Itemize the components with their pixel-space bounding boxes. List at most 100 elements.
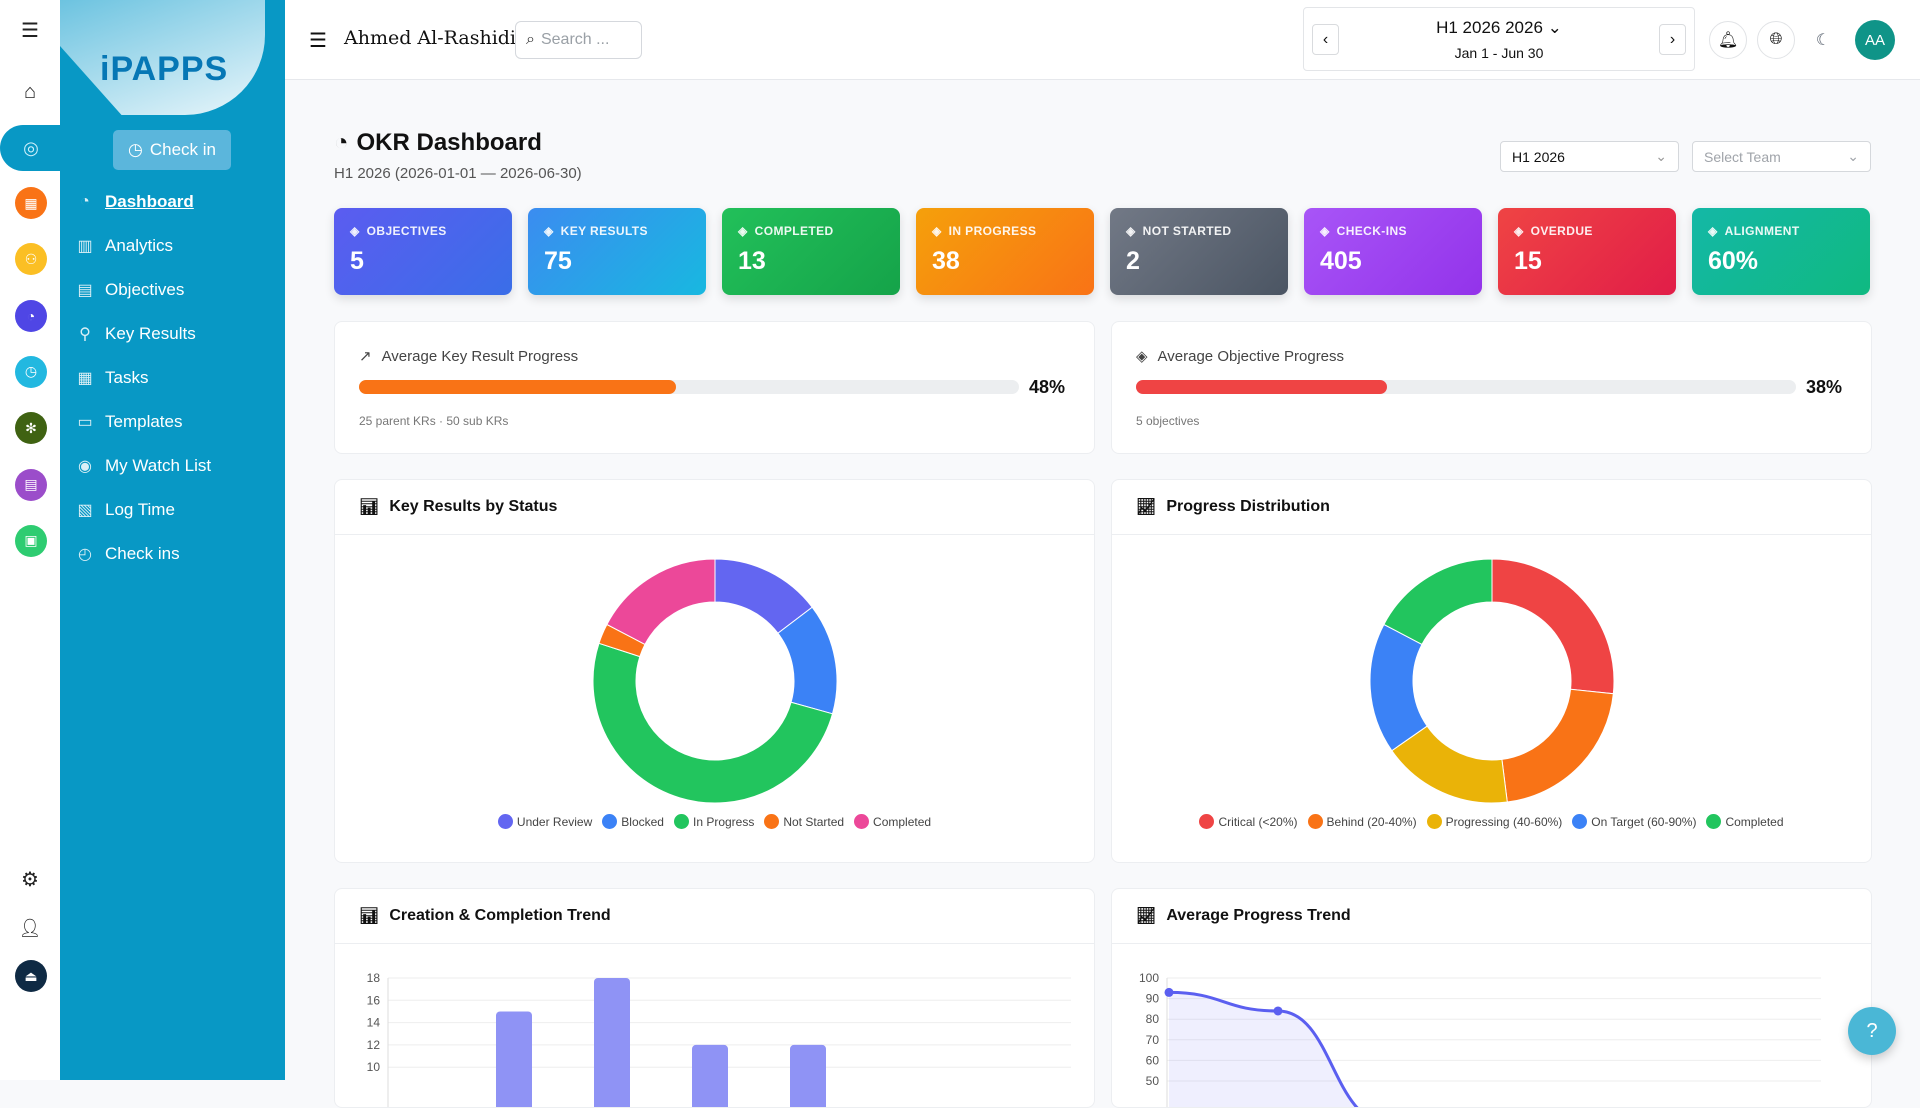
home-icon[interactable]: ⌂ [23, 80, 37, 103]
gear-icon[interactable]: ⚙ [21, 868, 39, 891]
legend-item[interactable]: In Progress [673, 814, 755, 829]
sidebar-item-tasks[interactable]: ▦ Tasks [75, 363, 148, 393]
target-icon: ◈ [1136, 348, 1148, 365]
stat-value: 15 [1514, 247, 1542, 275]
logout-icon[interactable]: ⏏ [15, 960, 47, 992]
bar[interactable] [594, 978, 630, 1108]
sidebar-item-my-watch-list[interactable]: ◉ My Watch List [75, 451, 211, 481]
progress-bar [1136, 380, 1796, 394]
next-period-button[interactable]: › [1659, 24, 1686, 55]
sidebar-item-dashboard[interactable]: ◔ Dashboard [75, 187, 194, 217]
legend-item[interactable]: Progressing (40-60%) [1426, 814, 1563, 829]
stat-icon: ◈ [1514, 224, 1524, 238]
y-tick-label: 14 [367, 1016, 381, 1030]
stat-card-alignment[interactable]: ◈ ALIGNMENT 60% [1692, 208, 1870, 295]
legend-swatch [764, 814, 780, 829]
document-icon[interactable]: ▤ [15, 468, 47, 501]
sidebar-item-templates[interactable]: ▭ Templates [75, 407, 182, 437]
stat-card-not-started[interactable]: ◈ NOT STARTED 2 [1110, 208, 1288, 295]
help-button[interactable]: ? [1848, 1007, 1896, 1055]
legend-label: In Progress [692, 814, 755, 829]
stat-icon: ◈ [1126, 224, 1136, 238]
team-select[interactable]: Select Team ⌄ [1692, 141, 1871, 172]
period-select[interactable]: H1 2026 ⌄ [1500, 141, 1679, 172]
page-subtitle: H1 2026 (2026-01-01 — 2026-06-30) [334, 165, 582, 182]
donut-slice[interactable] [606, 558, 716, 646]
legend-item[interactable]: Behind (20-40%) [1307, 814, 1417, 829]
chevron-down-icon: ⌄ [1847, 148, 1859, 164]
donut-slice[interactable] [1369, 623, 1428, 752]
period-title: H1 2026 2026 [1436, 18, 1543, 37]
clock-icon[interactable]: ◷ [15, 355, 47, 388]
bell-icon[interactable]: 🔔︎ [1709, 21, 1747, 59]
screen-icon[interactable]: ▣ [15, 524, 47, 557]
stat-value: 60% [1708, 247, 1759, 275]
sidebar-item-key-results[interactable]: ⚲ Key Results [75, 319, 196, 349]
stat-label: KEY RESULTS [560, 224, 648, 238]
gauge-icon[interactable]: ◔ [15, 299, 47, 332]
bar[interactable] [790, 1044, 826, 1108]
stat-card-check-ins[interactable]: ◈ CHECK-INS 405 [1304, 208, 1482, 295]
globe-icon[interactable]: 🌐︎ [1757, 21, 1795, 59]
bar-chart-icon: 📊︎ [359, 908, 380, 925]
stat-card-completed[interactable]: ◈ COMPLETED 13 [722, 208, 900, 295]
legend-item[interactable]: Under Review [497, 814, 592, 829]
period-dropdown[interactable]: H1 2026 2026 ⌄ [1304, 18, 1694, 38]
progress-distribution-donut [1369, 558, 1615, 804]
sidebar-item-analytics[interactable]: ▥ Analytics [75, 231, 173, 261]
search-input[interactable]: ⌕ Search ... [515, 21, 642, 59]
data-point[interactable] [1273, 1006, 1283, 1016]
target-icon[interactable]: ◎ [0, 125, 62, 171]
average-progress-chart: 50 60 70 80 90 100 [1139, 971, 1821, 1107]
bar[interactable] [692, 1044, 728, 1108]
legend-item[interactable]: Blocked [602, 814, 664, 829]
stat-icon: ◈ [932, 224, 942, 238]
sidebar-item-log-time[interactable]: ▧ Log Time [75, 495, 175, 525]
bug-icon[interactable]: ✻ [15, 412, 47, 445]
donut-slice[interactable] [1383, 558, 1493, 646]
stat-card-in-progress[interactable]: ◈ IN PROGRESS 38 [916, 208, 1094, 295]
bar-chart-icon: ▥ [77, 238, 93, 255]
y-tick-label: 18 [367, 971, 381, 985]
check-in-button[interactable]: ◷ Check in [113, 130, 231, 170]
avatar[interactable]: AA [1855, 20, 1895, 60]
search-placeholder: Search ... [540, 31, 610, 48]
legend-label: Blocked [621, 814, 664, 829]
stat-value: 75 [544, 247, 572, 275]
legend-item[interactable]: Completed [1706, 814, 1784, 829]
stat-icon: ◈ [1708, 224, 1718, 238]
collapse-menu-icon[interactable]: ☰ [309, 30, 327, 52]
sidebar-item-check-ins[interactable]: ◴ Check ins [75, 539, 180, 569]
area-fill [1169, 992, 1357, 1107]
hamburger-menu-icon[interactable]: ☰ [21, 19, 39, 42]
stat-card-key-results[interactable]: ◈ KEY RESULTS 75 [528, 208, 706, 295]
legend-label: Not Started [783, 814, 845, 829]
legend-swatch [1307, 814, 1323, 829]
progress-distribution-card: 📈︎ Progress Distribution Critical (<20%) B… [1111, 479, 1872, 863]
sidebar-item-objectives[interactable]: ▤ Objectives [75, 275, 184, 305]
donut-slice[interactable] [1501, 688, 1614, 803]
period-selector: ‹ H1 2026 2026 ⌄ Jan 1 - Jun 30 › [1303, 7, 1695, 71]
legend-item[interactable]: Critical (<20%) [1199, 814, 1298, 829]
legend-item[interactable]: Not Started [764, 814, 844, 829]
stat-value: 2 [1126, 247, 1140, 275]
y-tick-label: 100 [1139, 971, 1159, 985]
previous-period-button[interactable]: ‹ [1312, 24, 1339, 55]
bar[interactable] [496, 1011, 532, 1108]
progress-note: 5 objectives [1136, 414, 1200, 428]
user-icon[interactable]: 👤︎ [18, 917, 42, 938]
legend-label: Progressing (40-60%) [1445, 814, 1563, 829]
legend-item[interactable]: Completed [854, 814, 931, 829]
grid-icon[interactable]: ▦ [15, 187, 47, 219]
donut-slice[interactable] [1491, 558, 1615, 695]
chart-title: Key Results by Status [389, 498, 558, 515]
hierarchy-icon[interactable]: ⚇ [15, 243, 47, 276]
chevron-down-icon: ⌄ [1655, 148, 1667, 164]
stopwatch-icon: ◴ [78, 546, 92, 563]
stat-card-overdue[interactable]: ◈ OVERDUE 15 [1498, 208, 1676, 295]
stat-card-objectives[interactable]: ◈ OBJECTIVES 5 [334, 208, 512, 295]
data-point[interactable] [1164, 987, 1174, 997]
legend-item[interactable]: On Target (60-90%) [1572, 814, 1696, 829]
moon-icon[interactable]: ☾ [1815, 32, 1831, 49]
donut-slice[interactable] [592, 642, 834, 804]
